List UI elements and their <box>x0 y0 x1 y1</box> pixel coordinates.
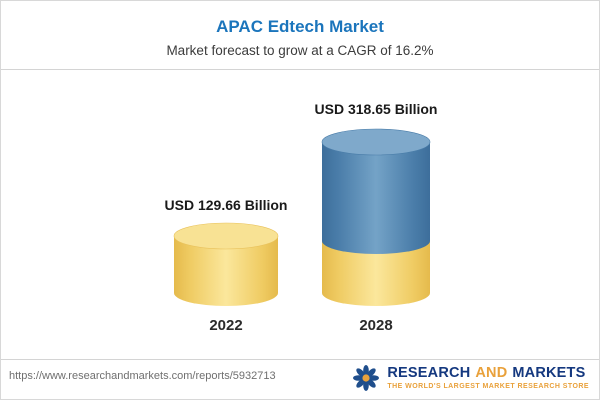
logo-word-research: RESEARCH <box>387 364 471 381</box>
bar-2022-cylinder <box>173 222 279 306</box>
category-label-2028: 2028 <box>359 317 393 334</box>
category-label-2022: 2022 <box>209 317 243 334</box>
chart-title: APAC Edtech Market <box>216 17 384 36</box>
chart-subtitle: Market forecast to grow at a CAGR of 16.… <box>166 43 434 58</box>
footer-divider <box>1 359 599 360</box>
logo-tagline: THE WORLD'S LARGEST MARKET RESEARCH STOR… <box>387 383 589 391</box>
bar-2028-cylinder <box>321 128 431 306</box>
logo-word-markets: MARKETS <box>512 364 586 381</box>
logo-flower-icon <box>353 365 380 391</box>
value-label-2028: USD 318.65 Billion <box>314 101 438 117</box>
header-divider <box>1 69 599 70</box>
brand-logo: RESEARCH AND MARKETS THE WORLD'S LARGEST… <box>351 363 589 393</box>
logo-wordmark: RESEARCH AND MARKETS <box>387 366 585 381</box>
logo-text-block: RESEARCH AND MARKETS THE WORLD'S LARGEST… <box>387 366 589 391</box>
value-label-2022: USD 129.66 Billion <box>164 197 288 213</box>
logo-word-and: AND <box>475 364 508 381</box>
report-url-link[interactable]: https://www.researchandmarkets.com/repor… <box>9 370 276 382</box>
